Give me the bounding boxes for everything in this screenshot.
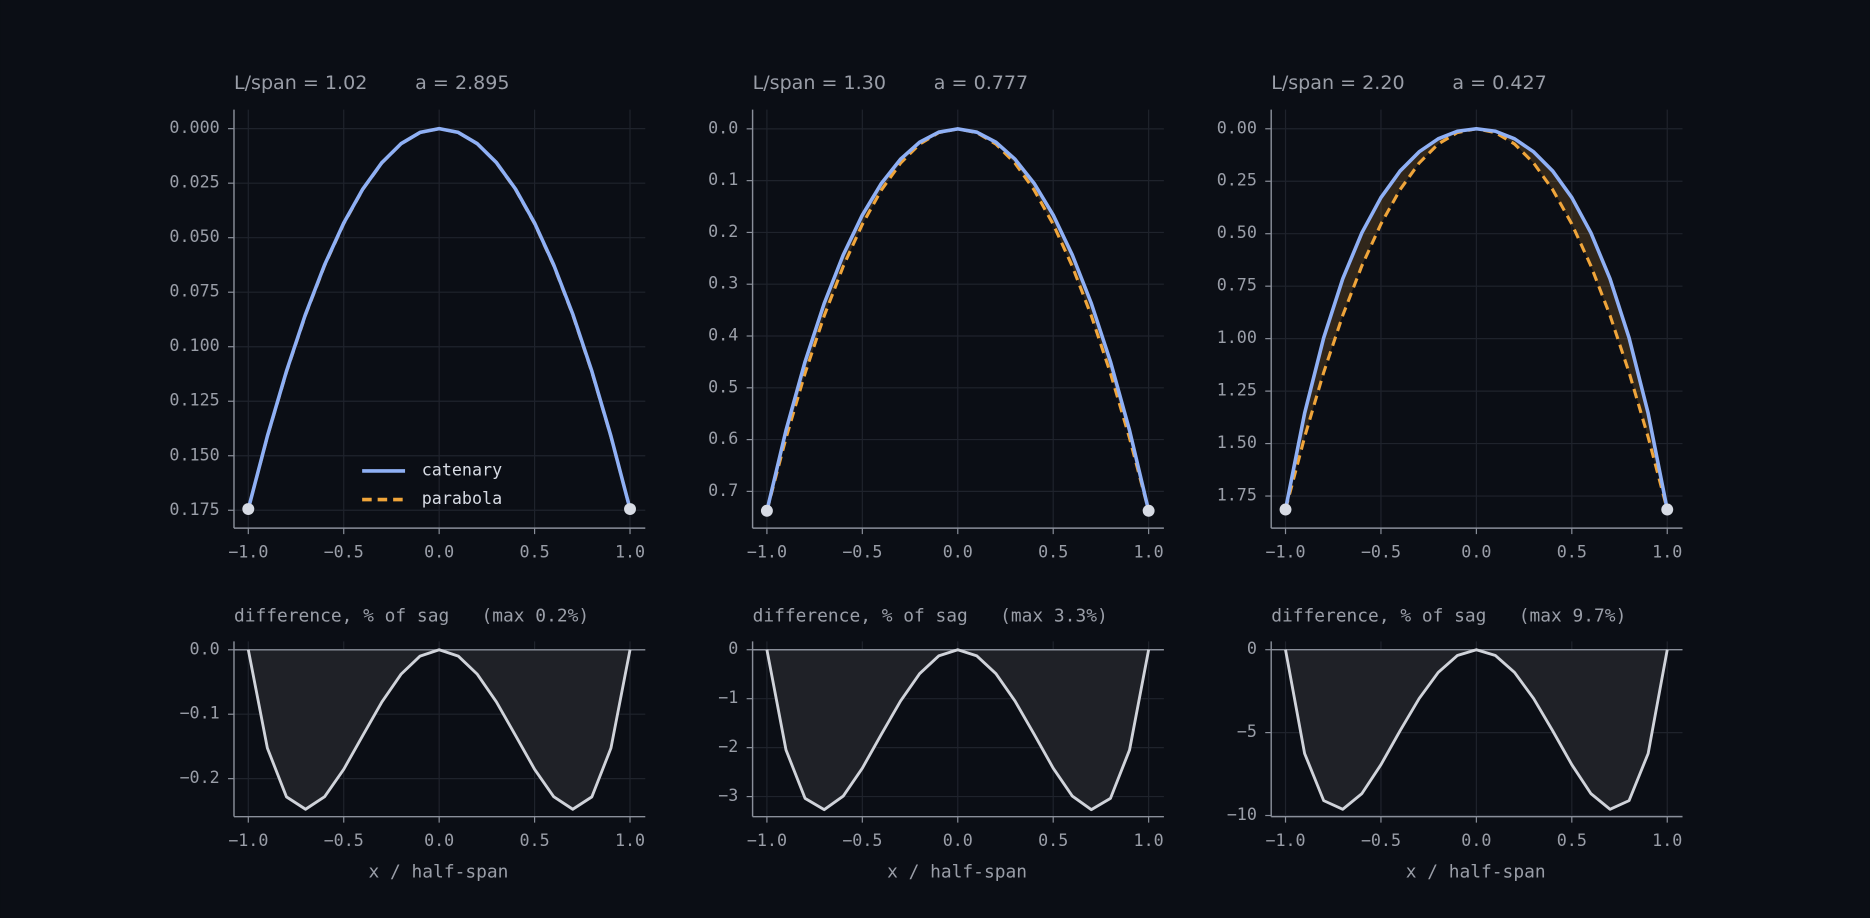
y-tick-label: 0.125 (169, 391, 219, 410)
y-tick-label: 0.0 (708, 118, 738, 137)
support-point (242, 503, 255, 515)
y-tick-label: 0.6 (708, 429, 738, 448)
x-tick-label: 1.0 (615, 543, 645, 562)
x-tick-label: −0.5 (842, 831, 882, 850)
y-tick-label: 0.3 (708, 274, 738, 293)
x-tick-label: −0.5 (842, 543, 882, 562)
y-tick-label: 0.4 (708, 326, 738, 345)
y-tick-label: 1.75 (1217, 486, 1257, 505)
x-tick-label: 1.0 (1652, 543, 1682, 562)
y-tick-label: 0 (1247, 639, 1257, 658)
y-tick-label: −10 (1227, 805, 1257, 824)
y-tick-label: −0.1 (179, 704, 219, 723)
x-tick-label: 0.5 (520, 543, 550, 562)
support-point (1279, 503, 1292, 516)
y-tick-label: 1.25 (1217, 381, 1257, 400)
panel-subtitle: a = 0.427 (1452, 72, 1546, 94)
x-tick-label: −0.5 (324, 543, 364, 562)
legend-label: parabola (422, 489, 502, 508)
y-tick-label: −0.2 (179, 768, 219, 787)
y-tick-label: 0.150 (169, 445, 219, 464)
x-tick-label: −0.5 (324, 831, 364, 850)
x-tick-label: 0.0 (1461, 831, 1491, 850)
y-tick-label: −2 (718, 737, 738, 756)
y-tick-label: 0.050 (169, 227, 219, 246)
y-tick-label: 0.100 (169, 336, 219, 355)
x-tick-label: 1.0 (615, 831, 645, 850)
x-tick-label: 1.0 (1134, 543, 1164, 562)
panel-title: difference, % of sag (max 3.3%) (753, 605, 1108, 626)
x-tick-label: 1.0 (1134, 831, 1164, 850)
y-tick-label: 0.7 (708, 481, 738, 500)
y-tick-label: −5 (1237, 722, 1257, 741)
y-tick-label: 0.0 (190, 639, 220, 658)
y-tick-label: 0.75 (1217, 276, 1257, 295)
difference-area (248, 649, 631, 810)
y-tick-label: 1.50 (1217, 433, 1257, 452)
x-tick-label: 0.5 (1038, 543, 1068, 562)
x-tick-label: 0.0 (943, 831, 973, 850)
x-tick-label: 1.0 (1652, 831, 1682, 850)
y-tick-label: 0.025 (169, 173, 219, 192)
support-point (1661, 503, 1674, 516)
x-tick-label: 0.0 (424, 543, 454, 562)
y-tick-label: 0.50 (1217, 223, 1257, 242)
x-tick-label: 0.0 (943, 543, 973, 562)
x-axis-label: x / half-span (1406, 862, 1546, 883)
panel-subtitle: a = 0.777 (934, 72, 1028, 94)
x-tick-label: 0.0 (1461, 543, 1491, 562)
x-tick-label: −0.5 (1361, 543, 1401, 562)
panel-title: L/span = 2.20 (1271, 72, 1404, 94)
panel-title: difference, % of sag (max 9.7%) (1271, 605, 1626, 626)
y-tick-label: 1.00 (1217, 328, 1257, 347)
x-tick-label: 0.5 (1038, 831, 1068, 850)
x-tick-label: −1.0 (1265, 543, 1305, 562)
legend-label: catenary (422, 460, 502, 479)
x-tick-label: −1.0 (228, 543, 268, 562)
line-catenary (246, 126, 632, 510)
x-tick-label: −0.5 (1361, 831, 1401, 850)
y-tick-label: −3 (718, 786, 738, 805)
difference-area (766, 649, 1149, 810)
line-catenary (765, 127, 1151, 512)
support-point (624, 503, 636, 515)
difference-line (765, 648, 1151, 812)
x-tick-label: 0.5 (520, 831, 550, 850)
x-tick-label: 0.0 (424, 831, 454, 850)
difference-line (246, 648, 632, 811)
y-tick-label: 0.5 (708, 377, 738, 396)
panel-title: difference, % of sag (max 0.2%) (234, 605, 589, 626)
y-tick-label: 0.25 (1217, 171, 1257, 190)
difference-line (1284, 648, 1669, 811)
x-axis-label: x / half-span (368, 862, 508, 883)
panel-title: L/span = 1.30 (753, 72, 886, 94)
y-tick-label: 0.000 (169, 118, 219, 137)
panel-title: L/span = 1.02 (234, 72, 367, 94)
y-tick-label: −1 (718, 688, 738, 707)
x-axis-label: x / half-span (887, 862, 1027, 883)
y-tick-label: 0.2 (708, 222, 738, 241)
x-tick-label: −1.0 (228, 831, 268, 850)
x-tick-label: −1.0 (747, 831, 787, 850)
panel-subtitle: a = 2.895 (415, 72, 509, 94)
y-tick-label: 0.175 (169, 500, 219, 519)
line-catenary (1283, 126, 1669, 510)
y-tick-label: 0 (728, 639, 738, 658)
difference-area (1285, 649, 1668, 810)
y-tick-label: 0.1 (708, 170, 738, 189)
x-tick-label: −1.0 (1265, 831, 1305, 850)
support-point (760, 504, 773, 517)
y-tick-label: 0.00 (1217, 118, 1257, 137)
support-point (1142, 504, 1155, 517)
x-tick-label: 0.5 (1557, 543, 1587, 562)
x-tick-label: 0.5 (1557, 831, 1587, 850)
x-tick-label: −1.0 (747, 543, 787, 562)
y-tick-label: 0.075 (169, 282, 219, 301)
